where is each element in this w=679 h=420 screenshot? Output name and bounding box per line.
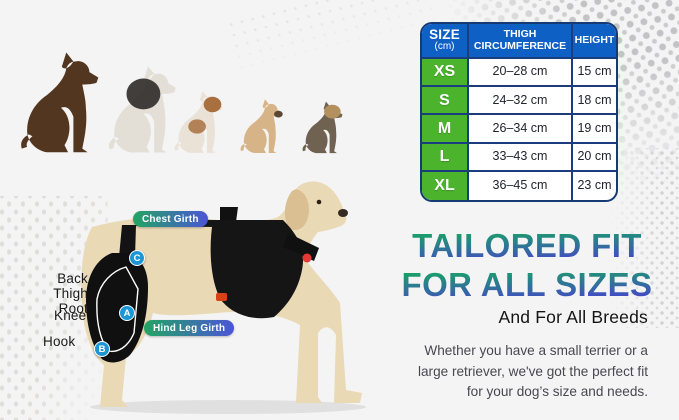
subtitle: And For All Breeds — [498, 307, 648, 327]
header-size: SIZE (cm) — [422, 24, 469, 59]
height-cell-m: 19 cm — [573, 115, 616, 144]
thigh-cell-xl: 36–45 cm — [469, 171, 573, 200]
harness-handle — [220, 207, 238, 222]
label-back-thigh-root: Back Thigh Root — [53, 271, 88, 316]
headline-line2: FOR ALL SIZES — [386, 265, 668, 304]
brace-strap — [119, 225, 136, 257]
badge-a: A — [119, 305, 135, 321]
dog-size-lineup-illustration — [21, 52, 343, 154]
body-copy-line2: large retriever, we've got the perfect f… — [417, 363, 648, 379]
collar — [283, 233, 319, 261]
badge-b: B — [94, 341, 110, 357]
brace-reflective-piping — [96, 266, 139, 353]
size-cell-s: S — [422, 87, 469, 116]
dog-eye — [316, 199, 322, 205]
thigh-cell-s: 24–32 cm — [469, 87, 573, 116]
dog-nose — [338, 209, 348, 217]
hind-leg-girth-pill: Hind Leg Girth — [144, 320, 235, 336]
thigh-cell-m: 26–34 cm — [469, 115, 573, 144]
size-cell-xs: XS — [422, 59, 469, 88]
body-copy-line3: for your dog’s size and needs. — [466, 384, 648, 399]
header-thigh-circumference: THIGH CIRCUMFERENCE — [469, 24, 573, 59]
height-cell-xs: 15 cm — [573, 59, 616, 88]
dog-ear — [284, 189, 309, 231]
size-cell-xl: XL — [422, 171, 469, 200]
label-knee: Knee — [54, 308, 87, 323]
label-hook: Hook — [43, 334, 76, 349]
collar-tag — [302, 253, 312, 263]
dog-silhouette-pointer — [21, 52, 99, 153]
header-height: HEIGHT — [573, 24, 616, 59]
height-cell-xl: 23 cm — [577, 178, 612, 193]
body-copy-line1: Whether you have a small terrier or a — [424, 343, 648, 358]
size-cell-l: L — [422, 143, 469, 172]
dog-harness-illustration — [81, 181, 366, 414]
body-copy: Whether you have a small terrier or a la… — [388, 341, 648, 403]
height-cell-l: 20 cm — [573, 144, 616, 172]
badge-c: C — [129, 250, 145, 266]
chest-girth-pill: Chest Girth — [133, 211, 208, 227]
headline-line1: TAILORED FIT — [386, 226, 668, 265]
harness-buckle — [216, 293, 227, 301]
dog-silhouette-pug — [240, 99, 283, 154]
size-cell-m: M — [422, 115, 469, 144]
headline: TAILORED FIT FOR ALL SIZES — [386, 226, 668, 304]
thigh-cell-l: 33–43 cm — [469, 143, 573, 172]
size-chart-table: SIZE (cm) THIGH CIRCUMFERENCE HEIGHT XS … — [420, 22, 618, 202]
height-cell-s: 18 cm — [573, 87, 616, 116]
chest-harness — [210, 220, 304, 319]
thigh-cell-xs: 20–28 cm — [469, 59, 573, 88]
